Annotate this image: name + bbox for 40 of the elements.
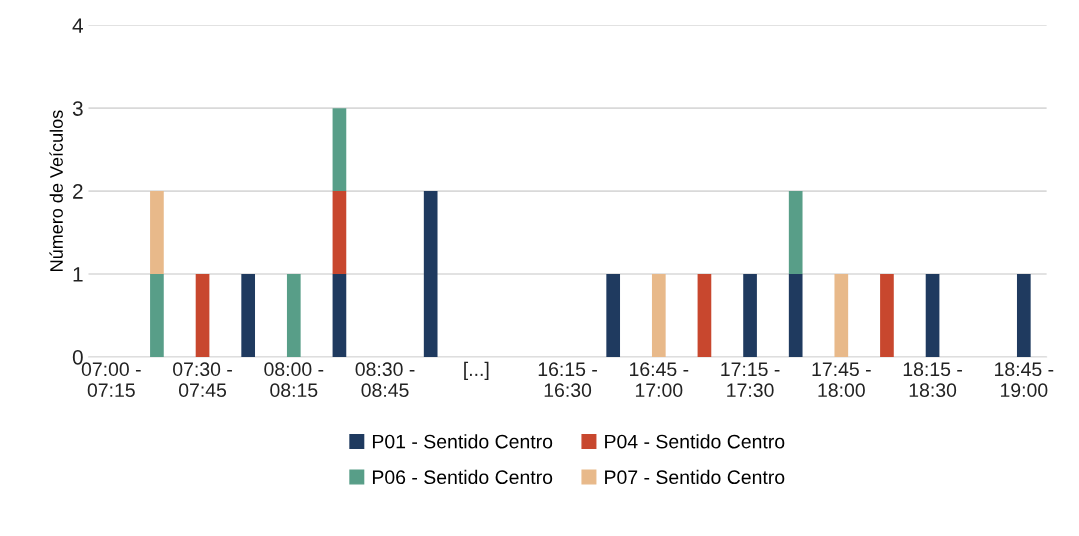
y-tick-label: 2	[73, 184, 83, 199]
bar	[286, 274, 301, 357]
bar	[150, 274, 164, 357]
bar	[332, 108, 347, 192]
y-tick-label: 1	[73, 267, 83, 282]
bar	[332, 191, 347, 275]
bar	[150, 191, 164, 275]
legend-label: P01 - Sentido Centro	[372, 434, 553, 449]
bar	[788, 191, 803, 275]
x-tick-label: 18:45 - 19:00	[995, 362, 1054, 398]
y-tick-label: 0	[72, 349, 83, 365]
bar	[925, 274, 940, 357]
x-tick-label: 18:15 - 18:30	[903, 362, 962, 398]
y-tick-label: 4	[72, 18, 84, 33]
legend-label: P06 - Sentido Centro	[372, 469, 553, 485]
bar	[241, 274, 256, 357]
bar	[606, 274, 621, 357]
bar	[834, 274, 849, 357]
x-tick-label: 07:00 - 07:15	[81, 362, 141, 398]
bar	[651, 274, 666, 357]
x-tick-label: 17:45 - 18:00	[812, 362, 871, 398]
x-tick-label: 08:30 - 08:45	[355, 362, 415, 398]
x-tick-label: [...]	[464, 361, 489, 380]
x-tick-label: 07:30 - 07:45	[173, 362, 232, 398]
bar	[1016, 274, 1031, 357]
x-tick-label: 16:15 - 16:30	[538, 362, 597, 398]
y-axis-title: Número de Veículos	[49, 110, 63, 271]
bar	[743, 274, 757, 357]
x-tick-label: 08:00 - 08:15	[264, 362, 324, 398]
bar	[332, 274, 347, 357]
bar	[788, 274, 803, 357]
bar	[697, 274, 712, 357]
bar	[880, 274, 894, 357]
x-tick-label: 17:15 - 17:30	[721, 362, 780, 398]
legend-label: P04 - Sentido Centro	[605, 434, 785, 449]
y-tick-label: 3	[72, 101, 83, 116]
bar	[195, 274, 210, 357]
bar	[423, 191, 438, 357]
legend-label: P07 - Sentido Centro	[605, 469, 785, 485]
x-tick-label: 16:45 - 17:00	[630, 362, 689, 398]
